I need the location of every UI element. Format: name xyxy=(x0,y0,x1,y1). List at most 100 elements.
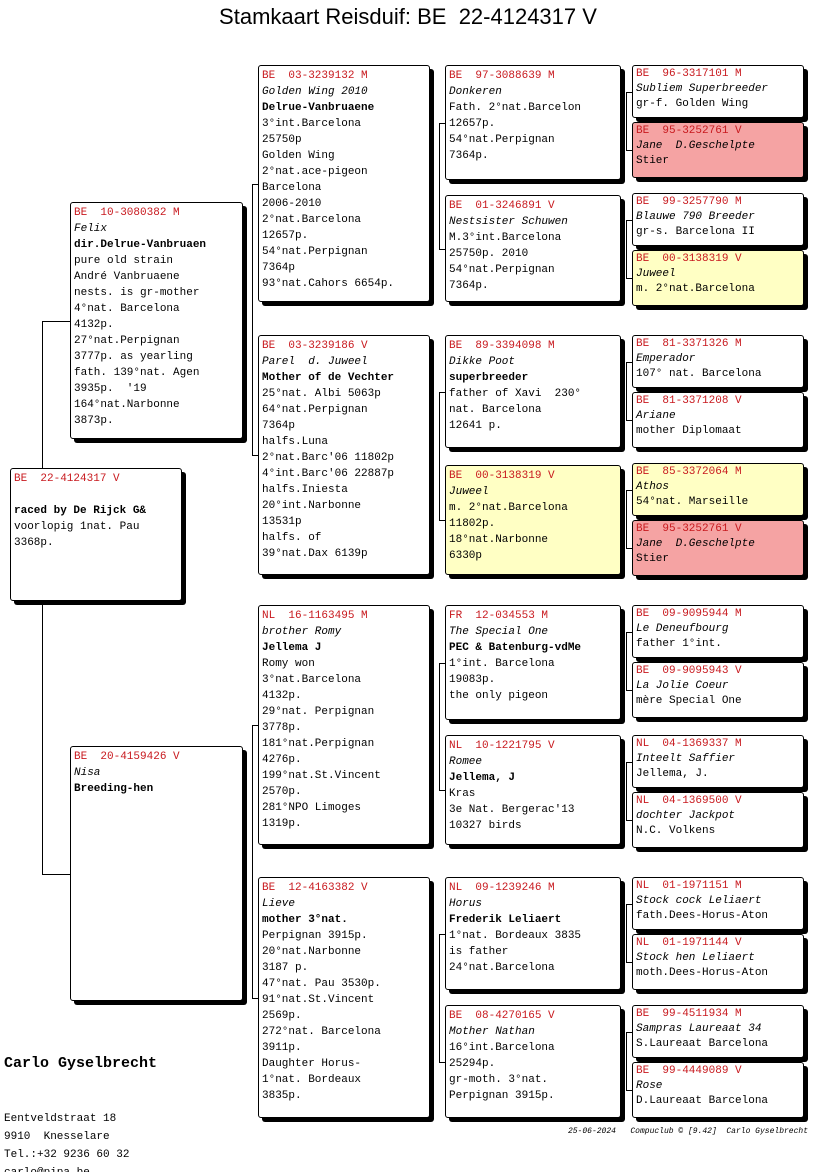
connector xyxy=(439,248,445,250)
ring-number: BE 00-3138319 V xyxy=(636,253,742,265)
owner-line: raced by De Rijck G& xyxy=(14,505,147,517)
pigeon-card: BE 01-3246891 V Nestsister Schuwen M.3°int… xyxy=(445,195,621,302)
pigeon-card: NL 04-1369337 M Inteelt Saffier Jellema, J… xyxy=(632,735,804,788)
info-line: father 1°int. xyxy=(636,638,722,650)
info-line: 3778p. xyxy=(262,722,302,734)
pigeon-card: BE 20-4159426 V Nisa Breeding-hen xyxy=(70,746,243,1001)
owner-line: dir.Delrue-Vanbruaen xyxy=(74,239,207,251)
info-line: 7364p xyxy=(262,262,296,274)
pigeon-name: Felix xyxy=(74,223,108,235)
breeder-info: Carlo Gyselbrecht Eentveldstraat 18 9910 … xyxy=(4,1018,157,1172)
ring-number: BE 03-3239186 V xyxy=(262,340,368,352)
info-line: 10327 birds xyxy=(449,820,522,832)
info-line: 4132p. xyxy=(262,690,302,702)
pigeon-name: Golden Wing 2010 xyxy=(262,86,368,98)
connector xyxy=(439,391,445,393)
connector xyxy=(252,183,253,455)
owner-line: mother 3°nat. xyxy=(262,914,348,926)
info-line: 1319p. xyxy=(262,818,302,830)
info-line: 1°int. Barcelona xyxy=(449,658,555,670)
pigeon-name: Emperador xyxy=(636,353,696,365)
pigeon-name: Athos xyxy=(636,481,670,493)
connector xyxy=(626,903,627,962)
spacer xyxy=(14,487,178,503)
pigeon-name: Lieve xyxy=(262,898,296,910)
pigeon-card: FR 12-034553 M The Special One PEC & Baten… xyxy=(445,605,621,720)
info-line: 3777p. as yearling xyxy=(74,351,193,363)
connector xyxy=(252,997,258,999)
info-line: the only pigeon xyxy=(449,690,549,702)
info-line: 12657p. xyxy=(262,230,309,242)
pigeon-card: NL 16-1163495 M brother Romy Jellema J Romy… xyxy=(258,605,430,845)
connector xyxy=(626,278,632,279)
info-line: halfs.Luna xyxy=(262,436,329,448)
pigeon-name: brother Romy xyxy=(262,626,342,638)
breeder-name: Carlo Gyselbrecht xyxy=(4,1055,158,1072)
info-line: 54°nat.Perpignan xyxy=(449,264,555,276)
info-line: Barcelona xyxy=(262,182,322,194)
pigeon-card: NL 01-1971151 M Stock cock Leliaert fath.D… xyxy=(632,877,804,930)
connector xyxy=(626,91,627,150)
info-line: 12641 p. xyxy=(449,420,502,432)
pigeon-card: BE 89-3394098 M Dikke Poot superbreeder fat… xyxy=(445,335,621,448)
info-line: halfs.Iniesta xyxy=(262,484,348,496)
pigeon-card: NL 09-1239246 M Horus Frederik Leliaert 1°n… xyxy=(445,877,621,990)
info-line: 64°nat.Perpignan xyxy=(262,404,368,416)
info-line: 4132p. xyxy=(74,319,114,331)
connector xyxy=(626,361,627,420)
ring-number: BE 12-4163382 V xyxy=(262,882,368,894)
connector xyxy=(626,420,632,421)
info-line: 4°int.Barc'06 22887p xyxy=(262,468,395,480)
info-line: 25°nat. Albi 5063p xyxy=(262,388,381,400)
info-line: S.Laureaat Barcelona xyxy=(636,1038,769,1050)
info-line: fath.Dees-Horus-Aton xyxy=(636,910,769,922)
info-line: gr-moth. 3°nat. xyxy=(449,1074,549,1086)
pigeon-card: BE 99-4511934 M Sampras Laureaat 34 S.Laur… xyxy=(632,1005,804,1058)
info-line: 27°nat.Perpignan xyxy=(74,335,180,347)
info-line: 2570p. xyxy=(262,786,302,798)
pigeon-name: Jane D.Geschelpte xyxy=(636,140,755,152)
pigeon-name: Romee xyxy=(449,756,483,768)
info-line: is father xyxy=(449,946,509,958)
info-line: moth.Dees-Horus-Aton xyxy=(636,967,769,979)
pigeon-card: BE 08-4270165 V Mother Nathan 16°int.Barce… xyxy=(445,1005,621,1118)
info-line: 29°nat. Perpignan xyxy=(262,706,375,718)
pigeon-card: BE 09-9095944 M Le Deneufbourg father 1°in… xyxy=(632,605,804,658)
pigeon-name: Le Deneufbourg xyxy=(636,623,729,635)
pigeon-name: Subliem Superbreeder xyxy=(636,83,769,95)
info-line: 24°nat.Barcelona xyxy=(449,962,555,974)
connector xyxy=(439,391,440,520)
info-line: 4°nat. Barcelona xyxy=(74,303,180,315)
pigeon-card: BE 97-3088639 M Donkeren Fath. 2°nat.Barce… xyxy=(445,65,621,180)
info-line: Stier xyxy=(636,155,670,167)
connector xyxy=(626,219,627,278)
owner-line: Mother of de Vechter xyxy=(262,372,395,384)
ring-number: FR 12-034553 M xyxy=(449,610,549,622)
info-line: 2569p. xyxy=(262,1010,302,1022)
info-line: 3368p. xyxy=(14,537,54,549)
pigeon-card: BE 81-3371208 V Ariane mother Diplomaat xyxy=(632,392,804,448)
pigeon-card: NL 10-1221795 V Romee Jellema, J Kras 3e Nat… xyxy=(445,735,621,845)
info-line: 199°nat.St.Vincent xyxy=(262,770,381,782)
info-line: 164°nat.Narbonne xyxy=(74,399,180,411)
pigeon-name: Ariane xyxy=(636,410,676,422)
pigeon-name: Juweel xyxy=(449,486,489,498)
info-line: 2006-2010 xyxy=(262,198,322,210)
info-line: 2°nat.ace-pigeon xyxy=(262,166,368,178)
ring-number: BE 08-4270165 V xyxy=(449,1010,555,1022)
connector xyxy=(439,933,445,935)
info-line: 39°nat.Dax 6139p xyxy=(262,548,368,560)
info-line: father of Xavi 230° xyxy=(449,388,582,400)
ring-number: BE 99-3257790 M xyxy=(636,196,742,208)
pigeon-name: Horus xyxy=(449,898,483,910)
info-line: M.3°int.Barcelona xyxy=(449,232,562,244)
ring-number: BE 89-3394098 M xyxy=(449,340,555,352)
info-line: m. 2°nat.Barcelona xyxy=(449,502,568,514)
ring-number: BE 99-4449089 V xyxy=(636,1065,742,1077)
info-line: D.Laureaat Barcelona xyxy=(636,1095,769,1107)
connector xyxy=(626,150,632,151)
connector xyxy=(42,873,70,875)
info-line: voorlopig 1nat. Pau xyxy=(14,521,140,533)
ring-number: BE 03-3239132 M xyxy=(262,70,368,82)
pigeon-name: La Jolie Coeur xyxy=(636,680,729,692)
